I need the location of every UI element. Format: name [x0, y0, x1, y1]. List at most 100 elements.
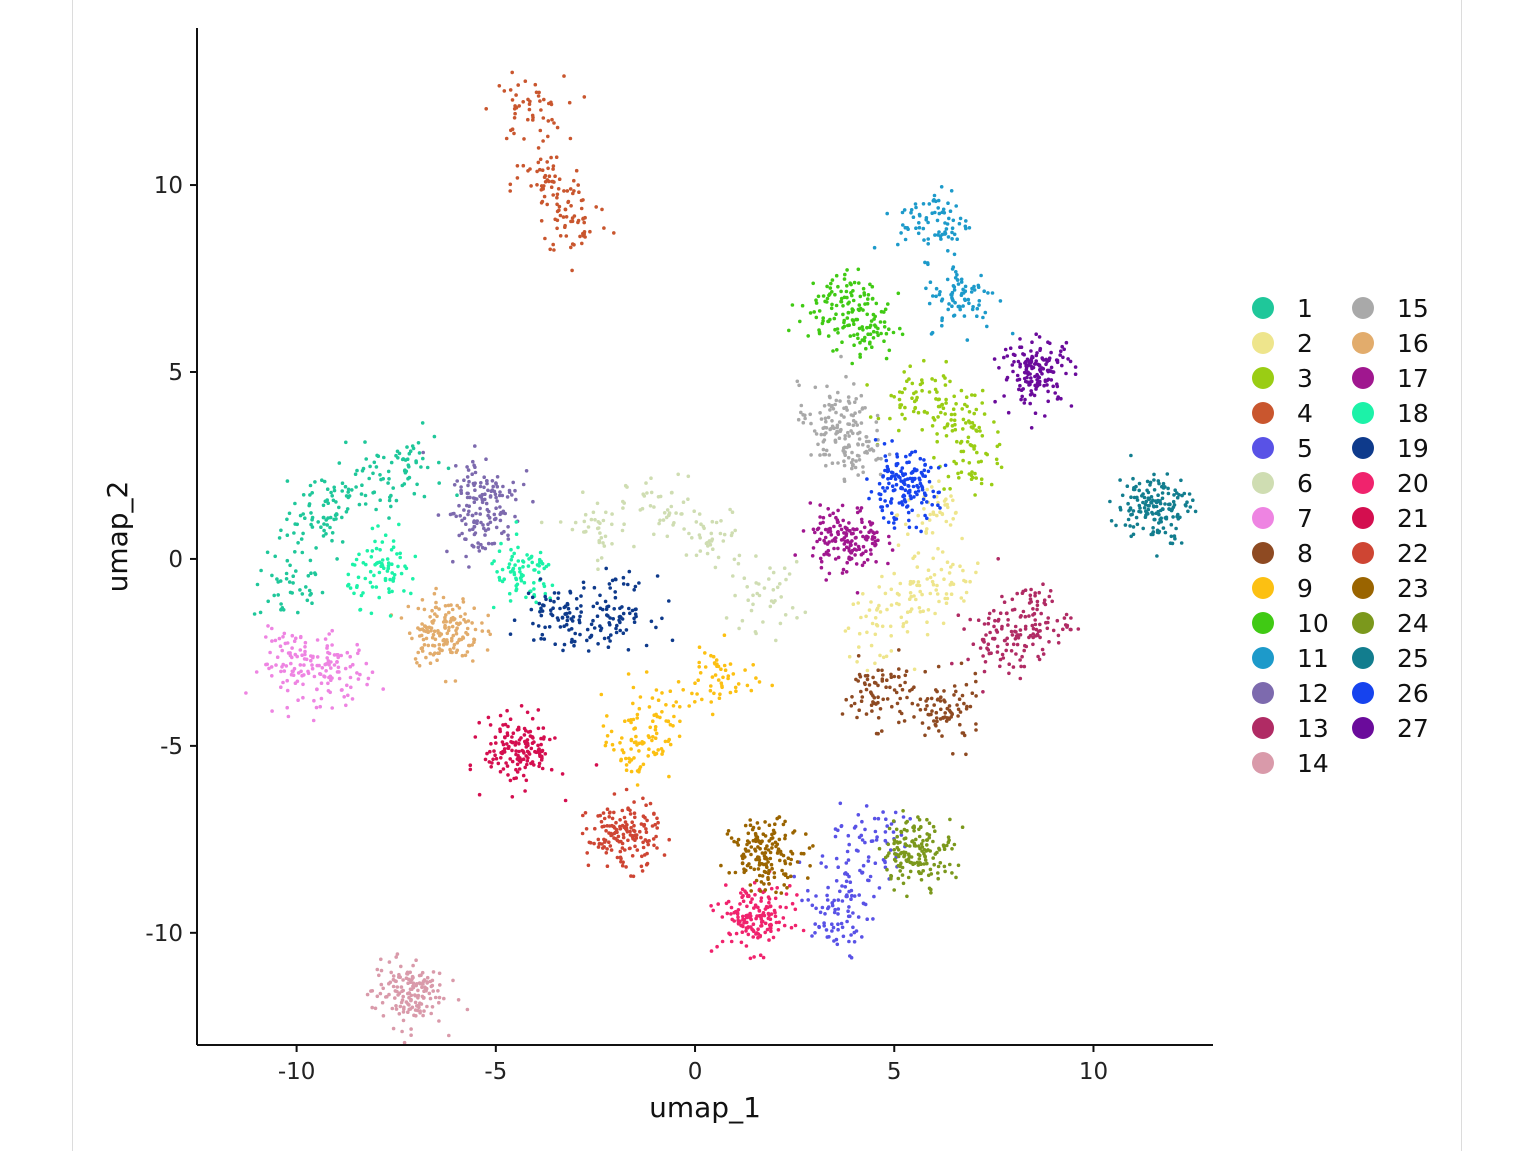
legend-item-24: 24 — [1352, 609, 1429, 638]
data-point — [921, 869, 925, 873]
data-point — [618, 741, 622, 745]
data-point — [512, 116, 517, 120]
data-point — [423, 624, 427, 628]
data-point — [839, 921, 844, 926]
data-point — [412, 1013, 416, 1018]
data-point — [847, 401, 852, 405]
data-point — [375, 967, 380, 972]
data-point — [434, 586, 438, 591]
data-point — [882, 339, 886, 344]
data-point — [827, 553, 831, 557]
data-point — [505, 764, 510, 768]
data-point — [849, 933, 853, 937]
data-point — [1146, 490, 1151, 495]
data-point — [1047, 356, 1052, 361]
data-point — [564, 234, 569, 238]
data-point — [696, 678, 700, 682]
data-point — [757, 873, 762, 878]
data-point — [925, 843, 929, 847]
data-point — [887, 327, 891, 332]
data-point — [1002, 600, 1007, 604]
data-point — [1025, 363, 1030, 368]
data-point — [910, 479, 915, 484]
data-point — [454, 628, 458, 633]
data-point — [524, 595, 528, 600]
data-point — [982, 412, 987, 416]
legend-label: 27 — [1397, 714, 1429, 743]
data-point — [842, 415, 846, 419]
data-point — [759, 896, 764, 900]
data-point — [945, 843, 949, 848]
data-point — [955, 273, 959, 277]
data-point — [621, 832, 626, 837]
data-point — [415, 1008, 420, 1013]
data-point — [485, 751, 489, 756]
data-point — [568, 591, 573, 595]
data-point — [826, 548, 831, 553]
data-point — [873, 438, 878, 442]
data-point — [943, 711, 947, 715]
data-point — [690, 536, 694, 540]
data-point — [474, 511, 478, 516]
data-point — [1031, 626, 1036, 631]
data-point — [620, 808, 625, 813]
data-point — [917, 844, 921, 848]
data-point — [825, 893, 829, 898]
data-point — [1020, 654, 1024, 659]
data-point — [867, 683, 872, 687]
data-point — [332, 488, 337, 493]
data-point — [998, 611, 1003, 615]
data-point — [1025, 380, 1030, 384]
data-point — [846, 310, 851, 315]
data-point — [848, 540, 853, 545]
data-point — [865, 630, 869, 635]
data-point — [360, 483, 364, 488]
data-point — [557, 208, 561, 212]
data-point — [583, 811, 588, 815]
data-point — [537, 570, 541, 575]
data-point — [889, 649, 894, 653]
legend-label: 4 — [1297, 399, 1313, 428]
data-point — [608, 844, 613, 848]
data-point — [442, 996, 446, 1001]
data-point — [842, 548, 846, 552]
data-point — [811, 546, 816, 550]
data-point — [449, 639, 454, 643]
data-point — [1167, 507, 1172, 512]
data-point — [1011, 369, 1015, 374]
data-point — [946, 307, 950, 312]
data-point — [829, 306, 834, 311]
data-point — [949, 494, 953, 498]
data-point — [917, 606, 922, 610]
data-point — [593, 826, 597, 831]
data-point — [967, 461, 972, 465]
data-point — [915, 565, 920, 569]
data-point — [824, 419, 828, 424]
data-point — [926, 242, 930, 246]
legend-item-7: 7 — [1252, 504, 1313, 533]
data-point — [858, 352, 862, 357]
data-point — [931, 839, 935, 844]
data-point — [729, 912, 733, 916]
data-point — [437, 460, 441, 465]
data-point — [857, 893, 861, 897]
data-point — [885, 697, 890, 701]
data-point — [653, 727, 658, 732]
cluster-23-points — [719, 815, 815, 895]
data-point — [974, 694, 978, 698]
data-point — [503, 735, 507, 739]
data-point — [748, 914, 753, 918]
data-point — [845, 894, 849, 899]
data-point — [771, 588, 776, 592]
data-point — [742, 576, 747, 580]
data-point — [813, 530, 817, 535]
data-point — [527, 557, 531, 561]
cluster-4-points — [484, 70, 616, 273]
data-point — [844, 289, 849, 294]
data-point — [427, 991, 432, 996]
data-point — [752, 906, 756, 910]
data-point — [961, 568, 965, 573]
legend-label: 10 — [1297, 609, 1329, 638]
data-point — [719, 667, 723, 671]
data-point — [1151, 526, 1155, 530]
